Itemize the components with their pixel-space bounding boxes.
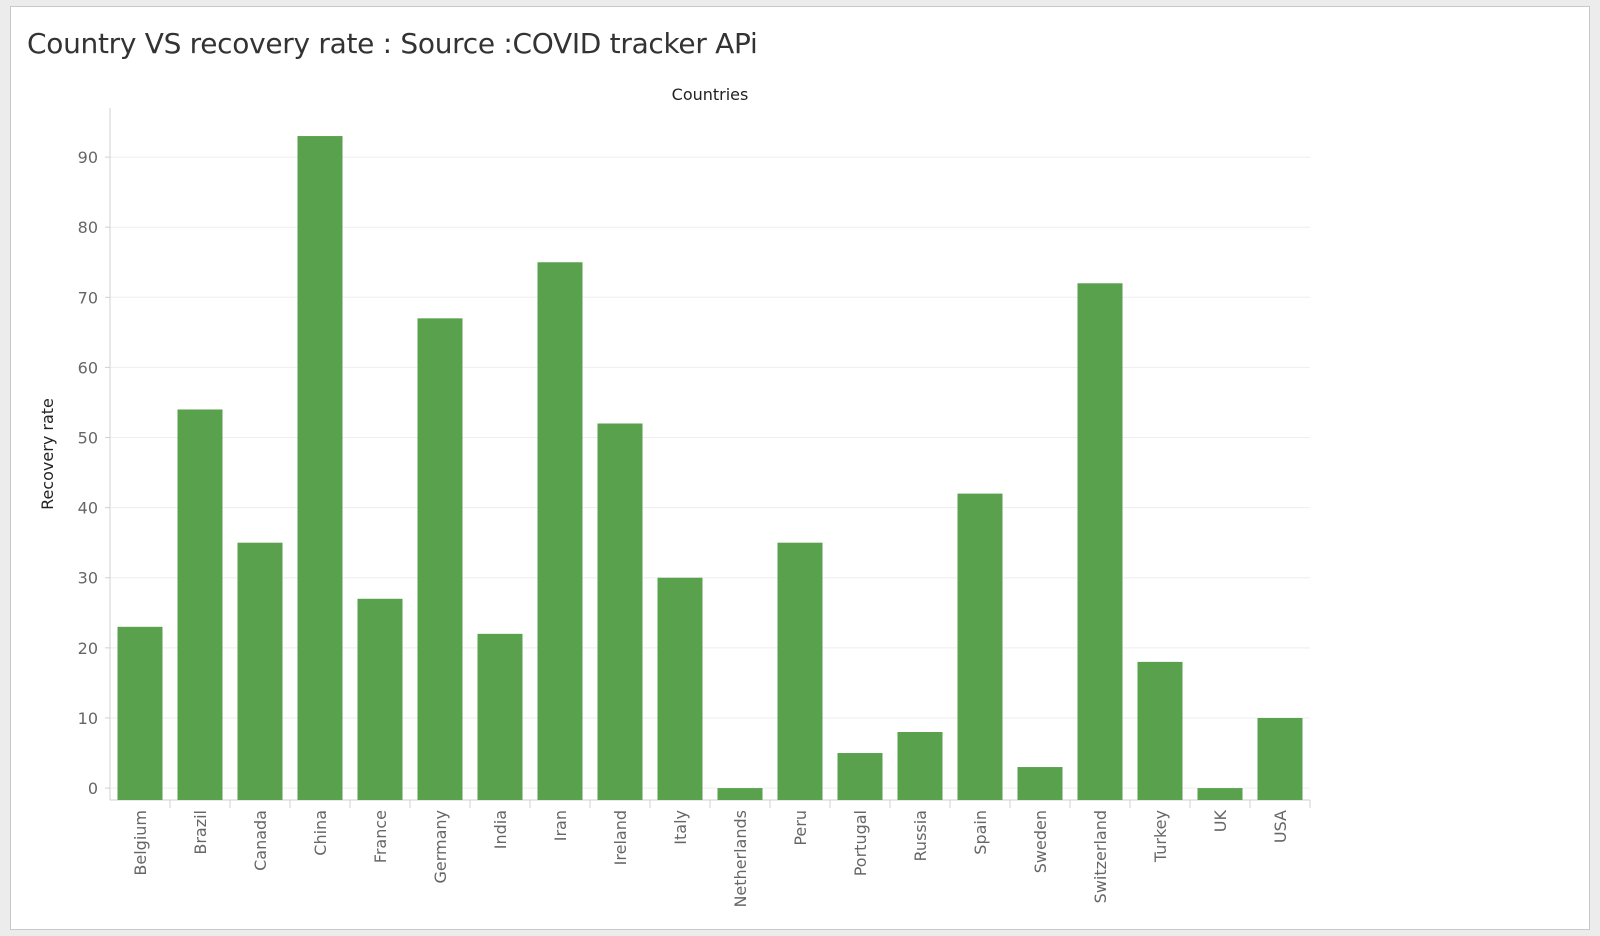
bar-sweden[interactable] [1017,767,1063,800]
x-tick-label: Switzerland [1091,810,1110,903]
y-axis-title: Recovery rate [38,398,57,510]
x-tick-label: India [491,810,510,849]
bar-spain[interactable] [957,493,1003,800]
y-tick-label: 60 [78,358,98,377]
bar-netherlands[interactable] [717,788,763,800]
x-axis-title: Countries [672,85,749,104]
y-tick-label: 70 [78,288,98,307]
bar-portugal[interactable] [837,753,883,800]
bar-india[interactable] [477,633,523,800]
y-tick-label: 50 [78,429,98,448]
x-tick-label: China [311,810,330,856]
bar-ireland[interactable] [597,423,643,800]
bar-uk[interactable] [1197,788,1243,800]
bar-usa[interactable] [1257,717,1303,800]
y-tick-label: 0 [88,779,98,798]
bar-russia[interactable] [897,731,943,800]
x-tick-label: Portugal [851,810,870,876]
bar-france[interactable] [357,598,403,800]
bar-peru[interactable] [777,542,823,800]
bar-turkey[interactable] [1137,661,1183,800]
x-tick-label: Turkey [1151,810,1170,863]
y-tick-label: 20 [78,639,98,658]
x-axis-ticks: Belgium Brazil Canada China France Germany Ind… [131,800,1311,908]
y-axis-ticks: 0 10 20 30 40 50 60 70 80 90 [78,148,110,798]
bar-switzerland[interactable] [1077,283,1123,800]
x-tick-label: Ireland [611,810,630,865]
axes [109,108,1310,801]
bar-brazil[interactable] [177,409,223,800]
y-tick-label: 90 [78,148,98,167]
x-tick-label: Netherlands [731,810,750,908]
y-tick-label: 40 [78,499,98,518]
x-tick-label: Brazil [191,810,210,855]
x-tick-label: USA [1271,810,1290,843]
chart-title: Country VS recovery rate : Source :COVID… [27,27,758,60]
x-tick-label: Germany [431,810,450,884]
y-tick-label: 30 [78,569,98,588]
bars [117,136,1303,801]
bar-canada[interactable] [237,542,283,800]
bar-iran[interactable] [537,262,583,800]
x-tick-label: France [371,810,390,863]
bar-germany[interactable] [417,318,463,800]
x-tick-label: Sweden [1031,810,1050,873]
bar-italy[interactable] [657,577,703,800]
x-tick-label: Italy [671,810,690,845]
x-tick-label: UK [1211,809,1230,832]
gridlines [110,156,1310,789]
y-tick-label: 80 [78,218,98,237]
y-tick-label: 10 [78,709,98,728]
bar-china[interactable] [297,136,343,801]
x-tick-label: Peru [791,810,810,846]
x-tick-label: Canada [251,810,270,871]
bar-belgium[interactable] [117,626,163,800]
x-tick-label: Russia [911,810,930,861]
x-tick-label: Iran [551,810,570,841]
x-tick-label: Spain [971,810,990,855]
x-tick-label: Belgium [131,810,150,876]
